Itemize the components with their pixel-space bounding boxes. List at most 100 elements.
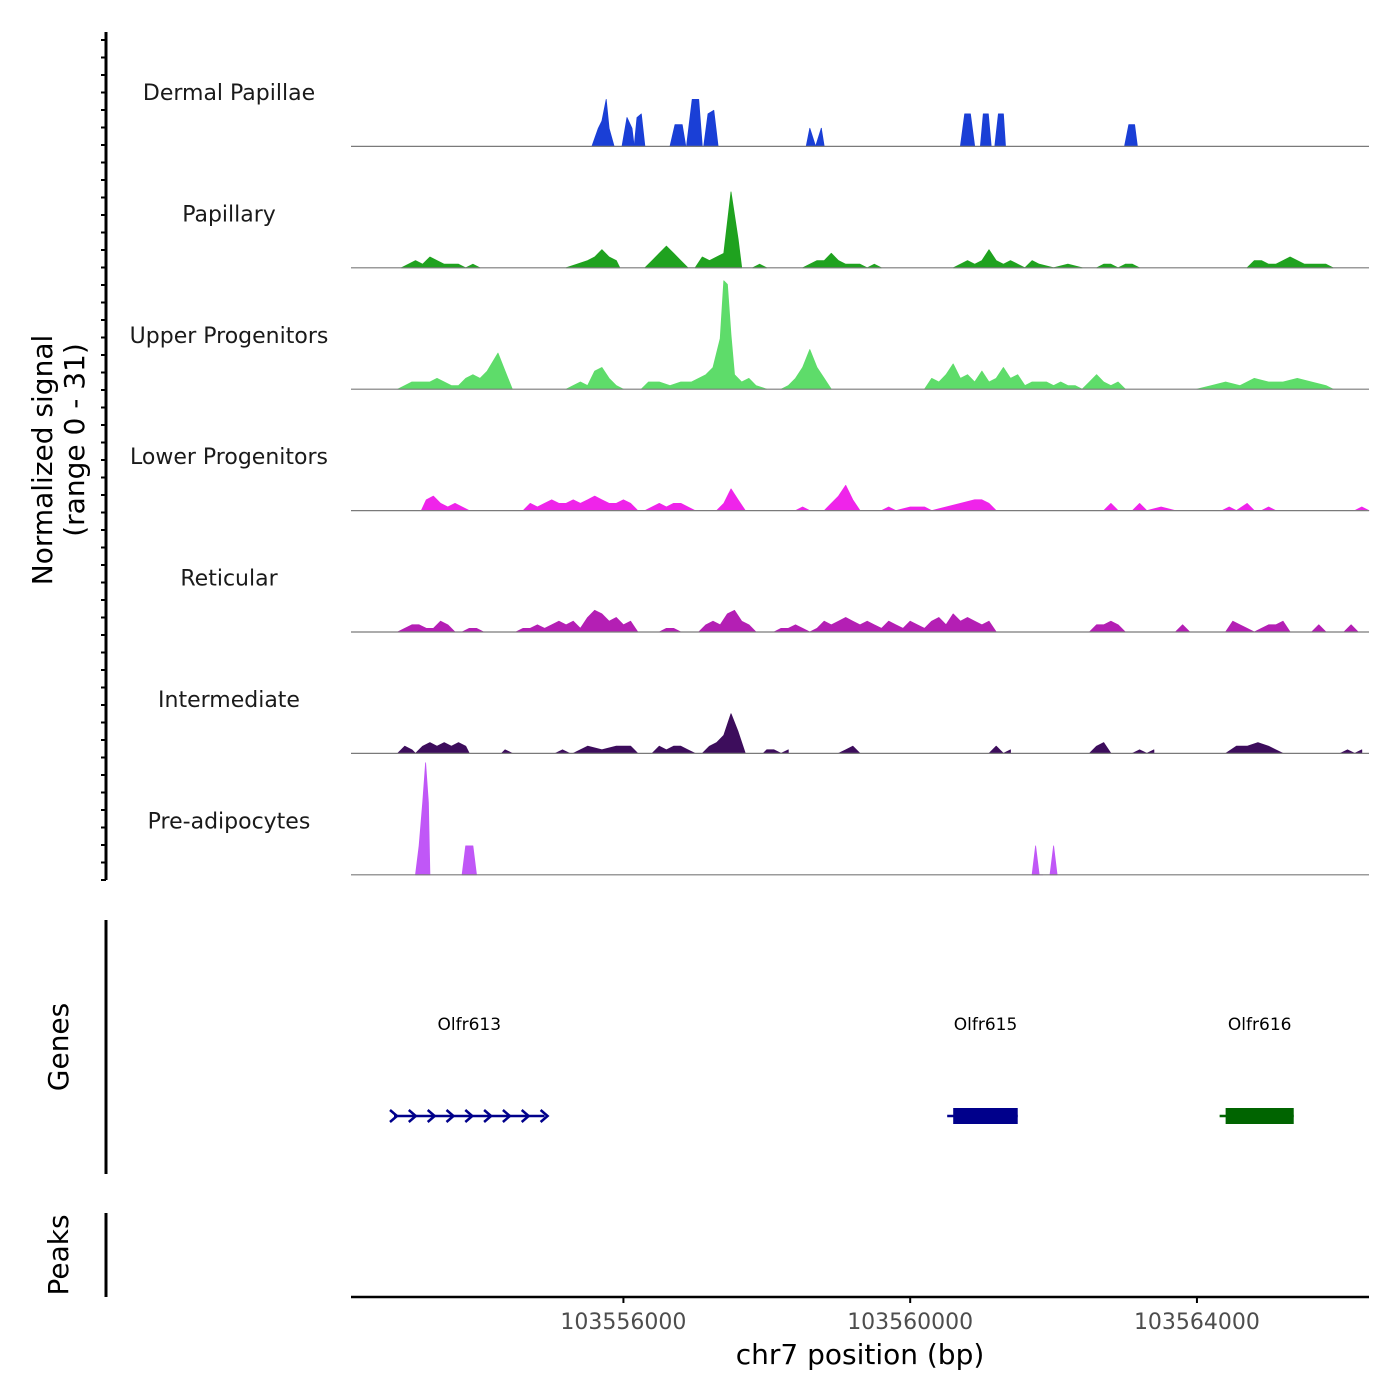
track-lower-progenitors: Lower Progenitors [130,445,1370,512]
track-dermal-papillae: Dermal Papillae [143,81,1369,147]
signal-area [960,113,976,147]
signal-area [572,745,639,754]
track-pre-adipocytes: Pre-adipocytes [148,762,1369,876]
signal-area [703,109,719,147]
signal-area [420,495,470,511]
strand-arrow [389,1109,399,1123]
signal-area [621,117,635,147]
signal-area [397,620,484,633]
signal-area [633,113,646,147]
signal-area [565,249,621,269]
track-label: Reticular [180,567,278,592]
gene-label: Olfr615 [954,1015,1018,1035]
coverage-y-ticks [101,39,106,881]
gene-label: Olfr613 [438,1015,502,1035]
signal-area [1196,378,1334,390]
signal-area [820,127,825,147]
signal-area [823,484,861,511]
signal-area [701,713,746,754]
signal-area [773,613,997,633]
signal-area [881,499,997,511]
x-tick-label: 103560000 [847,1310,973,1335]
gene-exon [953,1108,1018,1124]
signal-area [686,99,703,147]
signal-area [994,113,1006,147]
signal-area [805,127,822,147]
peaks-panel-title: Peaks [42,1214,75,1295]
signal-area [1089,742,1112,754]
gene-olfr615: Olfr615 [947,1015,1018,1124]
track-label: Intermediate [158,688,300,713]
y-axis-title-range: (range 0 - 31) [58,343,91,537]
signal-area [1089,620,1126,633]
signal-area [640,280,768,390]
x-tick-label: 103564000 [1134,1310,1260,1335]
signal-area [669,124,687,147]
signal-area [1221,503,1255,511]
signal-area [780,349,832,390]
signal-area [397,352,513,390]
signal-area [838,745,861,754]
signal-area [988,745,1011,754]
signal-area [1225,742,1284,754]
signal-area [591,99,615,147]
signal-area [461,845,477,876]
strand-arrow [464,1109,475,1123]
signal-area [644,503,696,511]
gene-label: Olfr616 [1228,1015,1292,1035]
signal-area [1246,256,1334,269]
signal-area [1343,624,1359,633]
signal-area [522,495,639,511]
gene-olfr616: Olfr616 [1219,1015,1294,1124]
gene-olfr613: Olfr613 [389,1015,550,1123]
strand-arrow [502,1109,512,1123]
genes-panel: Olfr613 Olfr615 Olfr616 [389,1015,1294,1124]
signal-area [924,363,1126,390]
signal-area [980,113,992,147]
x-axis-ticks: 103556000 103560000 103564000 [560,1297,1260,1335]
signal-area [644,245,689,269]
signal-area [1311,624,1327,633]
signal-area [515,609,639,633]
strand-arrow [407,1109,418,1123]
signal-area [716,488,746,511]
signal-area [1175,624,1191,633]
signal-area [1225,620,1291,633]
track-label: Dermal Papillae [143,81,315,106]
strand-arrow [483,1109,494,1123]
gene-exon [1225,1108,1294,1124]
track-upper-progenitors: Upper Progenitors [130,280,1369,390]
signal-area [694,191,743,269]
signal-area [415,762,431,876]
strand-arrow [445,1109,456,1123]
track-reticular: Reticular [180,567,1369,633]
signal-area [1049,845,1058,876]
x-tick-label: 103556000 [560,1310,686,1335]
track-intermediate: Intermediate [158,688,1369,755]
track-label: Lower Progenitors [130,445,328,470]
signal-area [1132,503,1176,511]
genes-panel-title: Genes [42,1003,75,1091]
signal-area [400,256,481,269]
signal-area [698,609,757,633]
signal-area [1124,124,1138,147]
signal-area [397,742,470,754]
x-axis-title: chr7 position (bp) [736,1338,985,1371]
coverage-tracks: Dermal Papillae Papillary Upper Progenitor… [130,81,1370,876]
signal-area [952,249,1083,269]
signal-area [1103,503,1119,511]
track-label: Pre-adipocytes [148,809,311,834]
signal-area [802,252,882,269]
strand-arrow [426,1109,437,1123]
signal-area [565,367,624,390]
track-label: Papillary [182,202,276,227]
track-label: Upper Progenitors [130,324,329,349]
signal-area [1031,845,1044,876]
y-axis-title: Normalized signal (range 0 - 31) [26,335,91,586]
y-axis-title-main: Normalized signal [26,335,59,586]
strand-arrow [539,1109,550,1123]
track-papillary: Papillary [182,191,1369,269]
signal-area [651,745,696,754]
strand-arrow [520,1109,531,1123]
